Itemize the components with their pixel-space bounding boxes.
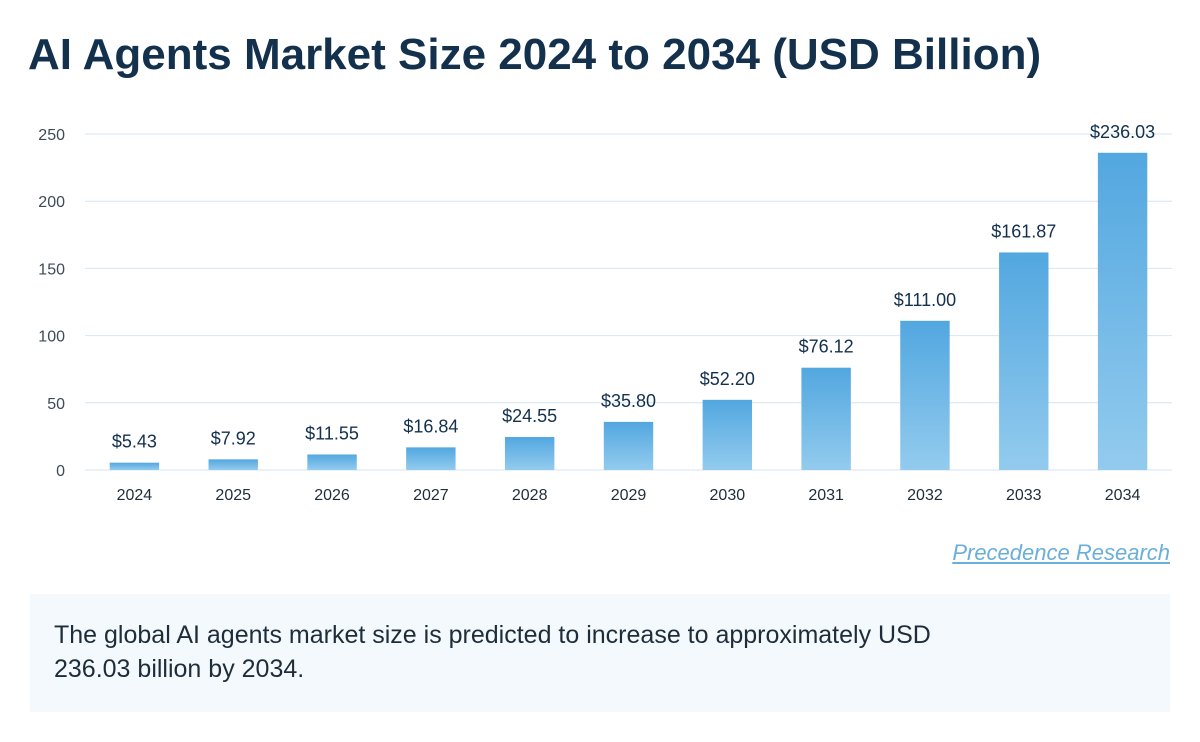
bar-2025 (208, 459, 258, 470)
x-axis: 2024 2025 2026 2027 2028 2029 2030 2031 2032 2033… (117, 487, 1141, 504)
bar-2034 (1097, 152, 1148, 470)
data-label-2031: $76.12 (799, 337, 854, 357)
bar-2027 (406, 447, 456, 470)
bar-2032 (900, 320, 950, 470)
data-label-2033: $161.87 (991, 221, 1056, 241)
grid-lines (85, 133, 1172, 471)
data-label-2024: $5.43 (112, 432, 157, 452)
y-tick-label: 50 (47, 396, 65, 413)
bar-2028 (504, 437, 555, 470)
bar-2029 (603, 421, 654, 470)
x-tick-label-2030: 2030 (710, 487, 746, 504)
data-label-2029: $35.80 (601, 391, 656, 411)
data-label-2032: $111.00 (894, 290, 956, 310)
summary-box: The global AI agents market size is pred… (30, 594, 1170, 712)
x-tick-label-2024: 2024 (117, 487, 153, 504)
x-tick-label-2031: 2031 (808, 487, 844, 504)
y-tick-label: 150 (38, 261, 65, 278)
x-tick-label-2033: 2033 (1006, 487, 1042, 504)
source-link[interactable]: Precedence Research (952, 540, 1170, 565)
data-labels: $5.43 $7.92 $11.55 $16.84 $24.55 $35.80 $52.20… (112, 122, 1155, 452)
data-label-2028: $24.55 (502, 406, 557, 426)
x-tick-label-2032: 2032 (907, 487, 943, 504)
x-tick-label-2029: 2029 (611, 487, 647, 504)
bar-2033 (999, 252, 1049, 470)
data-label-2034: $236.03 (1090, 122, 1155, 142)
page-title: AI Agents Market Size 2024 to 2034 (USD … (28, 30, 1042, 79)
y-tick-label: 250 (38, 127, 65, 144)
x-tick-label-2028: 2028 (512, 487, 548, 504)
bar-2024 (109, 462, 160, 470)
summary-text: The global AI agents market size is pred… (54, 621, 931, 683)
bars (109, 152, 1148, 470)
y-tick-label: 200 (38, 194, 65, 211)
data-label-2025: $7.92 (211, 428, 256, 448)
data-label-2027: $16.84 (403, 416, 458, 436)
data-label-2026: $11.55 (305, 423, 359, 443)
y-tick-label: 0 (56, 463, 65, 480)
x-tick-label-2027: 2027 (413, 487, 449, 504)
bar-2026 (307, 454, 357, 470)
bar-2031 (801, 367, 851, 470)
bar-chart: 0 50 100 150 200 250 $5.43 $7.92 $11.55 $16.84 $2… (38, 122, 1172, 504)
y-axis: 0 50 100 150 200 250 (38, 127, 65, 480)
y-tick-label: 100 (38, 329, 65, 346)
bar-2030 (702, 399, 753, 470)
x-tick-label-2026: 2026 (314, 487, 350, 504)
x-tick-label-2025: 2025 (215, 487, 251, 504)
x-tick-label-2034: 2034 (1105, 487, 1141, 504)
data-label-2030: $52.20 (700, 369, 755, 389)
